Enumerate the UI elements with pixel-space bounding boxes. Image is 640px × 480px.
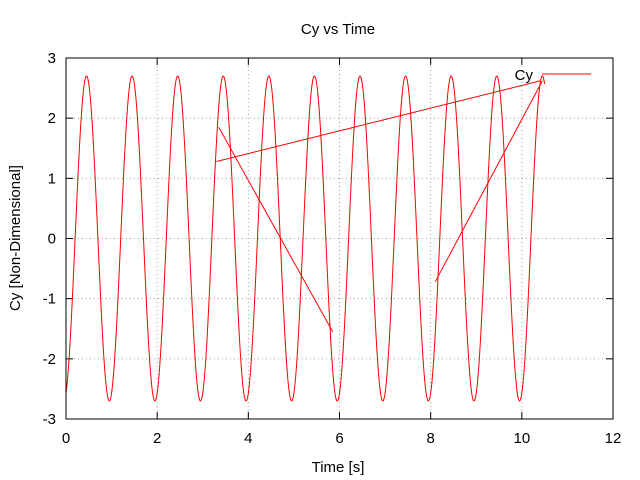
y-axis-label: Cy [Non-Dimensional] [7,165,24,311]
series-jump-line-cy [218,126,334,333]
x-tick-label: 0 [62,430,70,447]
y-tick-label: 3 [48,50,56,67]
x-tick-label: 8 [426,430,434,447]
y-tick-label: 0 [48,231,56,248]
x-tick-label: 10 [513,430,530,447]
y-tick-label: -1 [43,291,56,308]
y-tick-label: 1 [48,170,56,187]
chart-title: Cy vs Time [301,21,375,38]
grid-lines [66,58,613,419]
x-tick-label: 12 [605,430,622,447]
x-axis-label: Time [s] [312,459,365,476]
legend: Cy [515,67,591,84]
y-tick-label: 2 [48,110,56,127]
series-layer [65,75,546,402]
series-jump-line-cy [216,80,541,162]
y-tick-label: -2 [43,351,56,368]
x-tick-label: 2 [153,430,161,447]
x-tick-label: 4 [244,430,252,447]
legend-label-cy: Cy [515,67,534,84]
y-tick-label: -3 [43,411,56,428]
plot-frame [65,57,614,420]
series-jump-line-cy [434,80,543,283]
series-line-cy [65,75,546,402]
x-tick-label: 6 [335,430,343,447]
